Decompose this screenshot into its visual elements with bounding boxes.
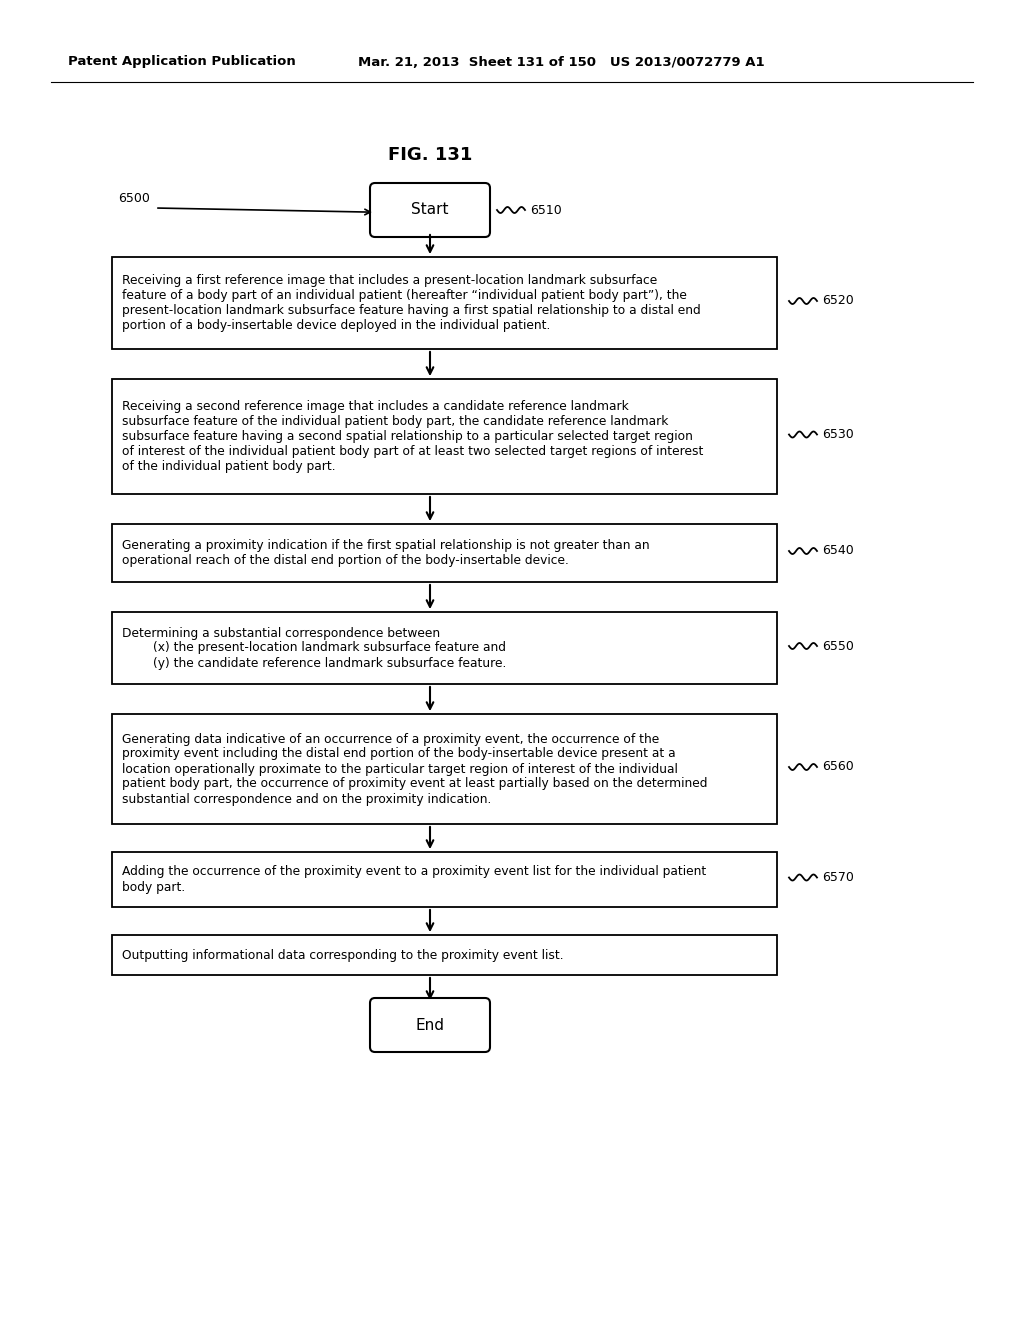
FancyBboxPatch shape [370, 183, 490, 238]
FancyBboxPatch shape [112, 851, 777, 907]
FancyBboxPatch shape [112, 257, 777, 348]
FancyBboxPatch shape [370, 998, 490, 1052]
Text: Patent Application Publication: Patent Application Publication [68, 55, 296, 69]
Text: Outputting informational data corresponding to the proximity event list.: Outputting informational data correspond… [122, 949, 563, 961]
Text: 6500: 6500 [118, 191, 150, 205]
Text: 6560: 6560 [822, 760, 854, 774]
Text: 6540: 6540 [822, 544, 854, 557]
FancyBboxPatch shape [112, 612, 777, 684]
Text: 6570: 6570 [822, 871, 854, 884]
Text: Adding the occurrence of the proximity event to a proximity event list for the i: Adding the occurrence of the proximity e… [122, 866, 707, 894]
FancyBboxPatch shape [112, 524, 777, 582]
FancyBboxPatch shape [112, 714, 777, 824]
Text: 6510: 6510 [530, 203, 562, 216]
Text: Receiving a second reference image that includes a candidate reference landmark
: Receiving a second reference image that … [122, 400, 703, 473]
Text: Generating data indicative of an occurrence of a proximity event, the occurrence: Generating data indicative of an occurre… [122, 733, 708, 805]
Text: Determining a substantial correspondence between
        (x) the present-locatio: Determining a substantial correspondence… [122, 627, 507, 669]
FancyBboxPatch shape [112, 379, 777, 494]
Text: 6550: 6550 [822, 639, 854, 652]
Text: FIG. 131: FIG. 131 [388, 147, 472, 164]
FancyBboxPatch shape [112, 935, 777, 975]
Text: Start: Start [412, 202, 449, 218]
Text: End: End [416, 1018, 444, 1032]
Text: Receiving a first reference image that includes a present-location landmark subs: Receiving a first reference image that i… [122, 275, 700, 333]
Text: Mar. 21, 2013  Sheet 131 of 150   US 2013/0072779 A1: Mar. 21, 2013 Sheet 131 of 150 US 2013/0… [358, 55, 765, 69]
Text: 6530: 6530 [822, 428, 854, 441]
Text: 6520: 6520 [822, 294, 854, 308]
Text: Generating a proximity indication if the first spatial relationship is not great: Generating a proximity indication if the… [122, 539, 649, 568]
